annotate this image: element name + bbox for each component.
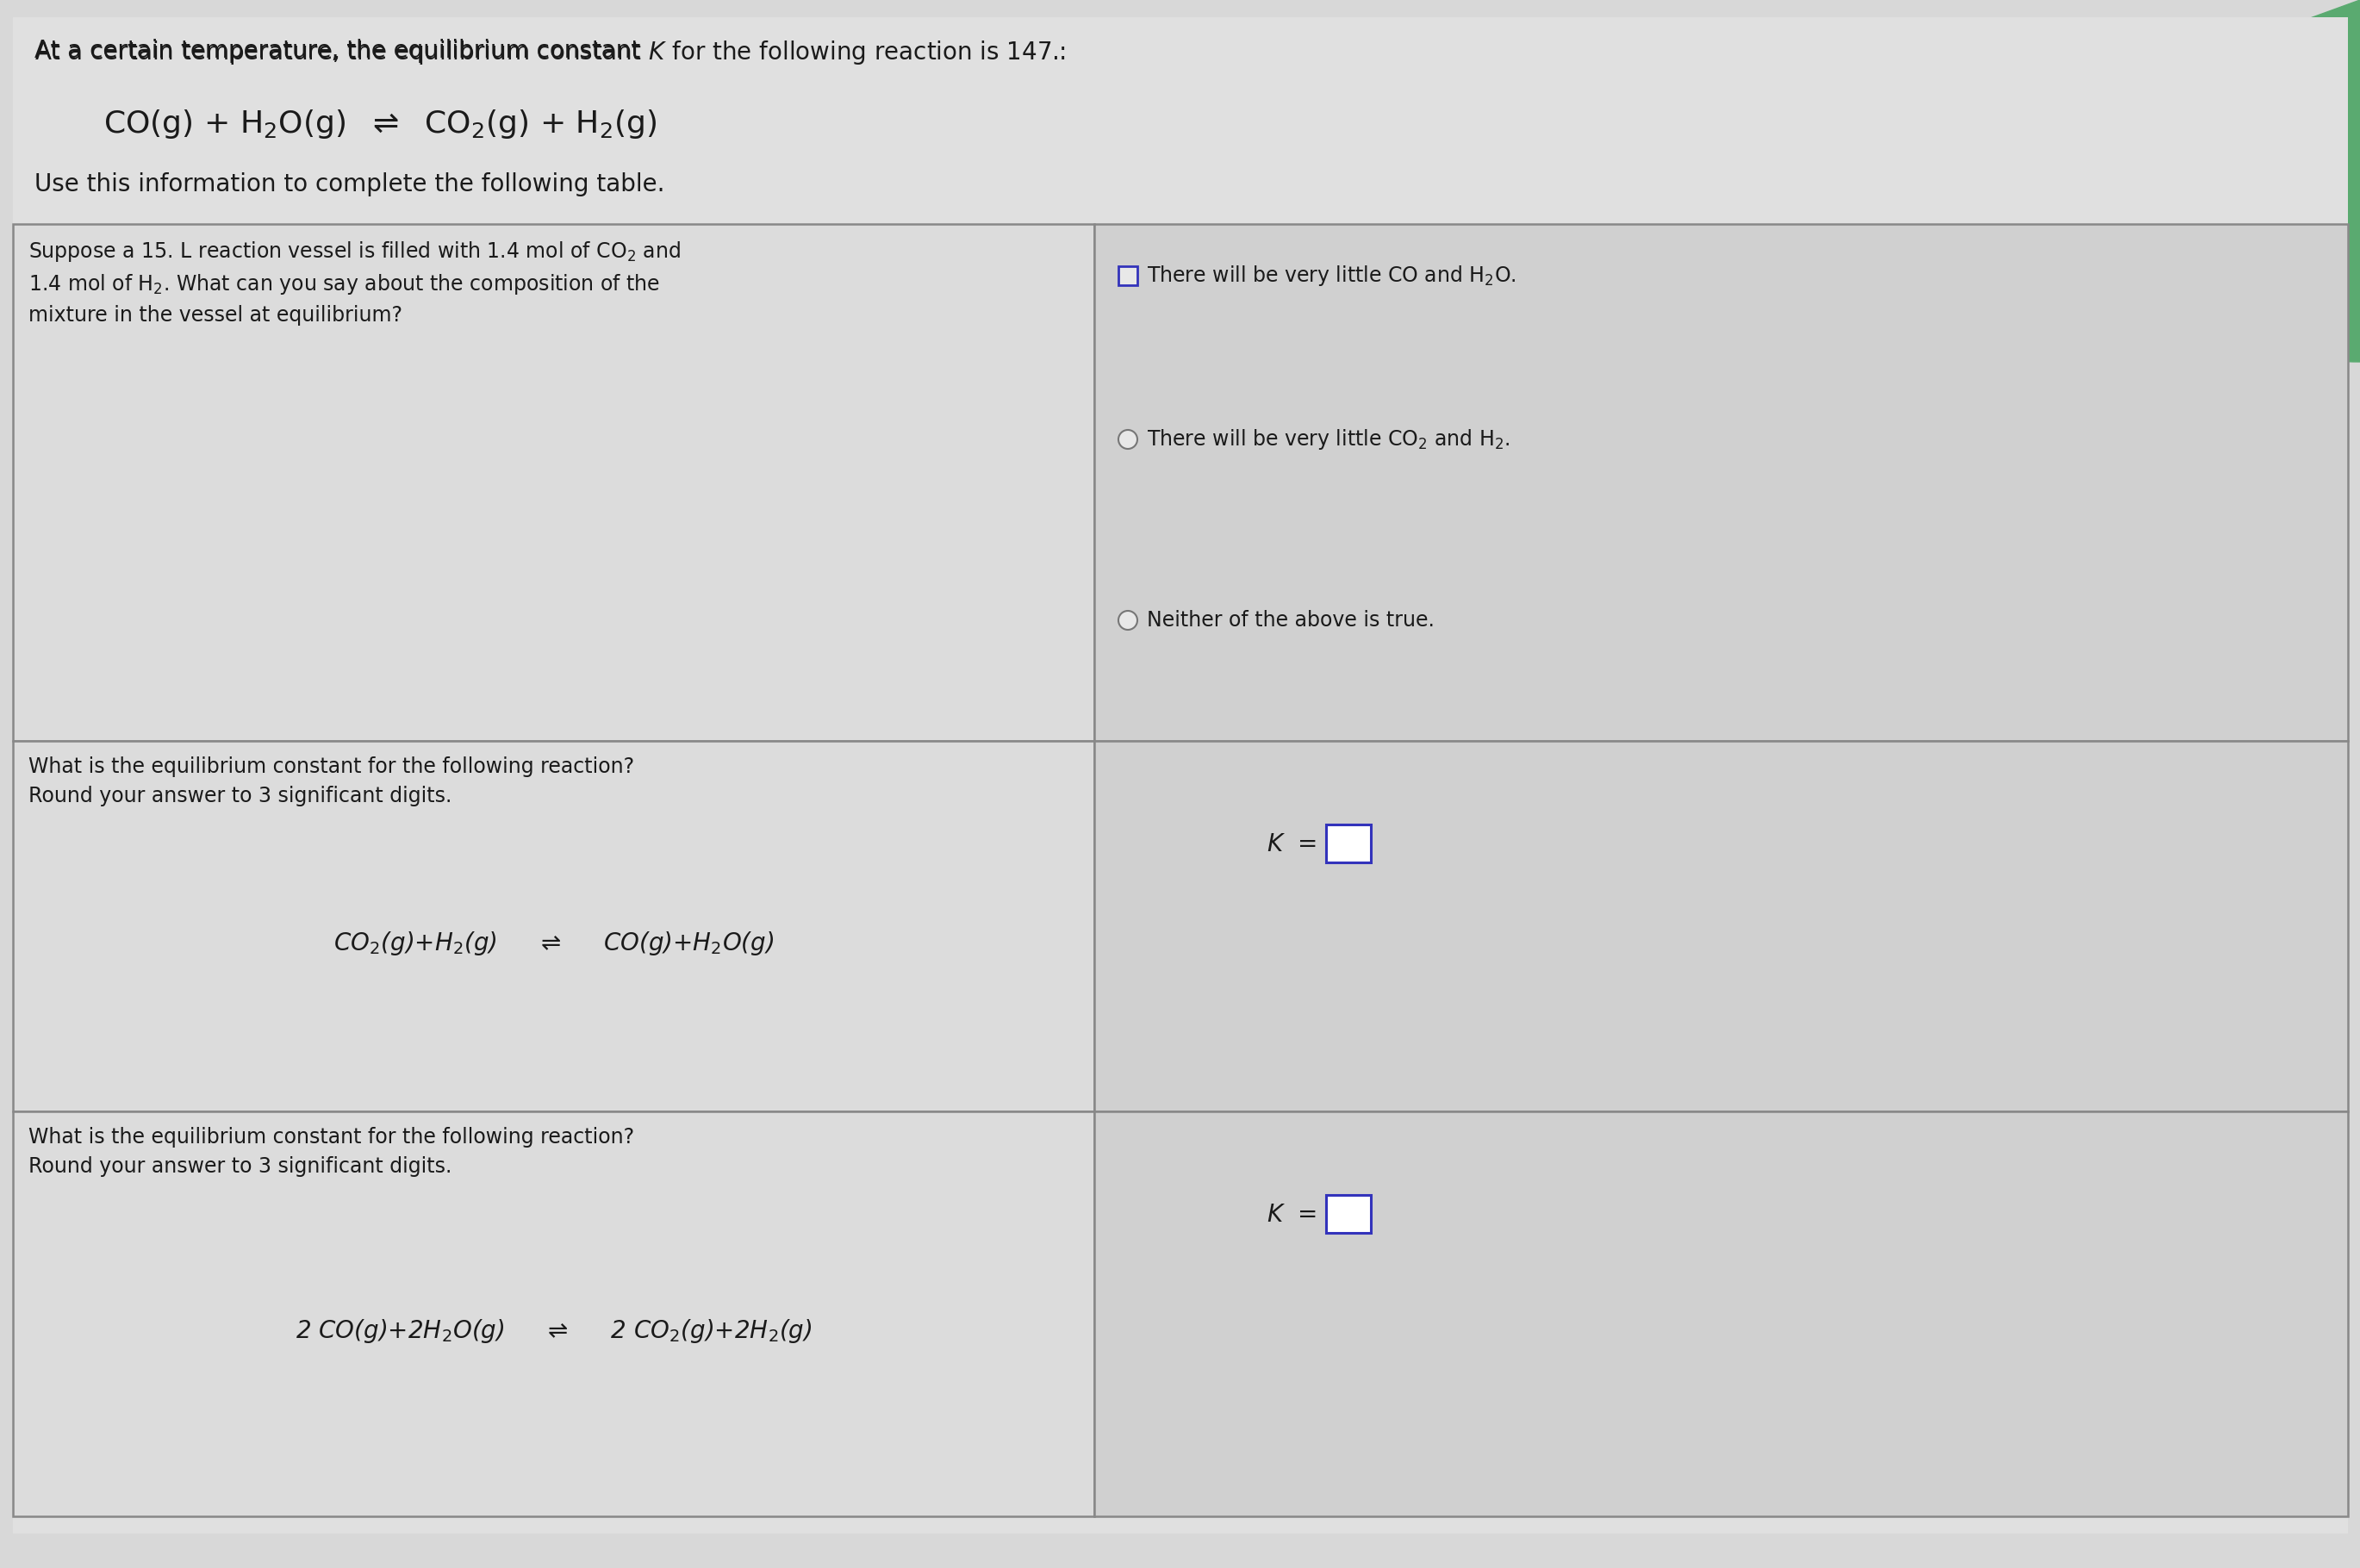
Bar [12, 1112, 1095, 1516]
Text: There will be very little CO$_2$ and H$_2$.: There will be very little CO$_2$ and H$_… [1147, 428, 1510, 452]
Circle shape [1119, 612, 1138, 630]
Text: Neither of the above is true.: Neither of the above is true. [1147, 610, 1435, 630]
Bar [1095, 224, 2348, 742]
Bar [1095, 1112, 2348, 1516]
Text: $\it{K}$  =: $\it{K}$ = [1267, 1203, 1317, 1226]
Circle shape [1119, 430, 1138, 448]
Text: $\it{K}$  =: $\it{K}$ = [1267, 833, 1317, 856]
Text: Suppose a 15. L reaction vessel is filled with 1.4 mol of CO$_2$ and
1.4 mol of : Suppose a 15. L reaction vessel is fille… [28, 240, 680, 326]
Text: There will be very little CO and H$_2$O.: There will be very little CO and H$_2$O. [1147, 263, 1515, 289]
Wedge shape [2020, 0, 2360, 362]
Text: At a certain temperature, the equilibrium constant: At a certain temperature, the equilibriu… [35, 39, 649, 63]
Bar [12, 224, 1095, 742]
Text: What is the equilibrium constant for the following reaction?
Round your answer t: What is the equilibrium constant for the… [28, 1127, 635, 1176]
Bar [1119, 267, 1138, 285]
Text: CO(g) + H$_2$O(g)  $\rightleftharpoons$  CO$_2$(g) + H$_2$(g): CO(g) + H$_2$O(g) $\rightleftharpoons$ C… [104, 108, 656, 141]
FancyBboxPatch shape [1326, 1195, 1371, 1232]
Bar [1095, 742, 2348, 1112]
Text: At a certain temperature, the equilibrium constant $\it{K}$ for the following re: At a certain temperature, the equilibriu… [35, 39, 1067, 66]
Text: 2 CO(g)+2H$_2$O(g)     $\rightleftharpoons$     2 CO$_2$(g)+2H$_2$(g): 2 CO(g)+2H$_2$O(g) $\rightleftharpoons$ … [295, 1317, 812, 1345]
FancyBboxPatch shape [1326, 825, 1371, 862]
Text: Use this information to complete the following table.: Use this information to complete the fol… [35, 172, 666, 196]
Bar [12, 742, 1095, 1112]
Text: CO$_2$(g)+H$_2$(g)     $\rightleftharpoons$     CO(g)+H$_2$O(g): CO$_2$(g)+H$_2$(g) $\rightleftharpoons$ … [333, 930, 774, 956]
Text: What is the equilibrium constant for the following reaction?
Round your answer t: What is the equilibrium constant for the… [28, 756, 635, 806]
